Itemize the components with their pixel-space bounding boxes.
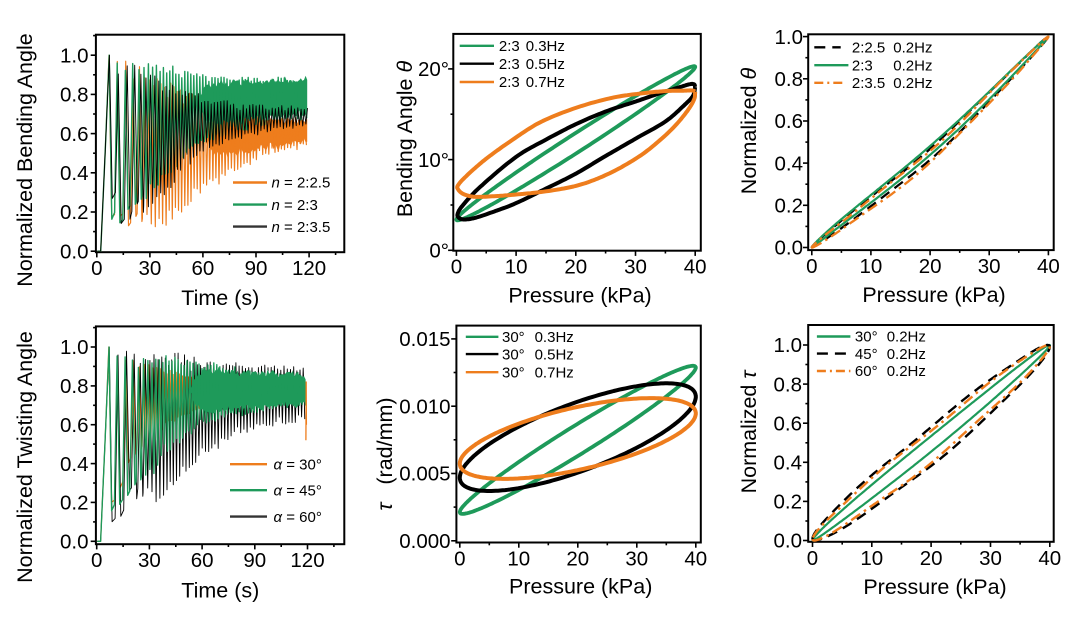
- svg-text:20: 20: [920, 547, 943, 570]
- svg-text:n = 2:2.5: n = 2:2.5: [272, 175, 331, 192]
- svg-text:20: 20: [919, 255, 942, 278]
- svg-text:30: 30: [138, 257, 161, 280]
- svg-text:0: 0: [451, 256, 462, 279]
- svg-text:0.6: 0.6: [774, 412, 803, 435]
- svg-text:0.2: 0.2: [60, 201, 89, 224]
- svg-text:10: 10: [505, 256, 528, 279]
- svg-text:60: 60: [191, 549, 214, 572]
- svg-text:n = 2:3.5: n = 2:3.5: [272, 219, 331, 236]
- svg-text:0.6: 0.6: [60, 123, 89, 146]
- svg-text:0.0: 0.0: [775, 237, 804, 260]
- svg-text:Time (s): Time (s): [181, 579, 259, 603]
- svg-text:0.2: 0.2: [60, 492, 89, 515]
- svg-text:n = 2:3: n = 2:3: [272, 197, 318, 214]
- svg-text:0.2: 0.2: [774, 491, 803, 514]
- svg-text:1.0: 1.0: [774, 334, 803, 357]
- svg-text:40: 40: [684, 548, 707, 571]
- svg-text:90: 90: [245, 257, 268, 280]
- svg-text:α = 30°: α = 30°: [274, 456, 322, 473]
- svg-text:0.6: 0.6: [60, 414, 89, 437]
- svg-text:0.8: 0.8: [60, 375, 89, 398]
- svg-text:90: 90: [243, 549, 266, 572]
- svg-text:30°0.5Hz: 30° 0.5Hz: [502, 346, 574, 363]
- svg-text:0.0: 0.0: [774, 530, 803, 553]
- svg-text:0: 0: [806, 255, 817, 278]
- svg-text:10: 10: [507, 548, 530, 571]
- svg-text:0.6: 0.6: [775, 110, 804, 133]
- svg-text:0.4: 0.4: [774, 452, 803, 475]
- svg-text:0.8: 0.8: [774, 373, 803, 396]
- svg-text:0.000: 0.000: [399, 530, 450, 553]
- svg-text:20: 20: [566, 548, 589, 571]
- svg-text:Bending Angle θ: Bending Angle θ: [393, 61, 417, 218]
- svg-text:0.8: 0.8: [60, 84, 89, 107]
- svg-text:30°0.2Hz: 30° 0.2Hz: [855, 329, 926, 346]
- svg-text:0.4: 0.4: [60, 162, 89, 185]
- svg-text:Pressure (kPa): Pressure (kPa): [863, 575, 1006, 599]
- svg-text:40: 40: [1038, 547, 1061, 570]
- svg-text:0: 0: [91, 549, 102, 572]
- svg-text:40: 40: [684, 256, 707, 279]
- svg-text:0: 0: [91, 257, 102, 280]
- svg-text:10: 10: [860, 547, 883, 570]
- svg-text:0.8: 0.8: [775, 68, 804, 91]
- svg-text:0°: 0°: [429, 240, 449, 263]
- svg-text:1.0: 1.0: [775, 26, 804, 49]
- svg-text:0.005: 0.005: [399, 463, 450, 486]
- svg-text:Time (s): Time (s): [181, 286, 259, 310]
- svg-text:1.0: 1.0: [60, 44, 89, 67]
- svg-text:120: 120: [292, 257, 326, 280]
- svg-text:10°: 10°: [418, 149, 449, 172]
- svg-text:0.4: 0.4: [60, 453, 89, 476]
- svg-text:20: 20: [564, 256, 587, 279]
- svg-text:60: 60: [191, 257, 214, 280]
- svg-text:0.0: 0.0: [60, 531, 89, 554]
- svg-text:τ (rad/mm): τ (rad/mm): [373, 397, 397, 510]
- svg-text:30°0.3Hz: 30° 0.3Hz: [502, 329, 574, 346]
- svg-text:0.010: 0.010: [399, 395, 450, 418]
- svg-text:2:30.7Hz: 2:3 0.7Hz: [499, 74, 565, 91]
- svg-text:Pressure (kPa): Pressure (kPa): [862, 283, 1005, 307]
- svg-text:30: 30: [978, 255, 1001, 278]
- svg-text:10: 10: [859, 255, 882, 278]
- svg-text:Pressure (kPa): Pressure (kPa): [509, 575, 652, 599]
- svg-text:Normalized Bending Angle: Normalized Bending Angle: [13, 33, 37, 286]
- svg-text:20°: 20°: [418, 58, 449, 81]
- svg-text:Pressure (kPa): Pressure (kPa): [508, 284, 651, 308]
- svg-text:0: 0: [454, 548, 465, 571]
- svg-text:Normalized θ: Normalized θ: [737, 67, 761, 194]
- svg-text:40: 40: [1037, 255, 1060, 278]
- svg-text:30: 30: [625, 548, 648, 571]
- svg-text:Normalized τ: Normalized τ: [737, 369, 761, 494]
- svg-text:0.015: 0.015: [399, 328, 450, 351]
- svg-text:120: 120: [290, 549, 324, 572]
- svg-text:2:30.3Hz: 2:3 0.3Hz: [499, 38, 565, 55]
- svg-text:α = 45°: α = 45°: [274, 482, 322, 499]
- svg-text:45°0.2Hz: 45° 0.2Hz: [855, 346, 926, 363]
- svg-text:0.0: 0.0: [60, 240, 89, 263]
- svg-text:30: 30: [138, 549, 161, 572]
- svg-text:0.4: 0.4: [775, 152, 804, 175]
- svg-text:0.2: 0.2: [775, 195, 804, 218]
- svg-text:α = 60°: α = 60°: [274, 509, 322, 526]
- svg-text:30: 30: [979, 547, 1002, 570]
- svg-text:2:30.5Hz: 2:3 0.5Hz: [499, 56, 565, 73]
- svg-text:60°0.2Hz: 60° 0.2Hz: [855, 363, 926, 380]
- svg-text:Normalized Twisting Angle: Normalized Twisting Angle: [13, 331, 37, 583]
- svg-text:30°0.7Hz: 30° 0.7Hz: [502, 364, 574, 381]
- svg-text:1.0: 1.0: [60, 336, 89, 359]
- svg-text:0: 0: [807, 547, 818, 570]
- svg-text:30: 30: [624, 256, 647, 279]
